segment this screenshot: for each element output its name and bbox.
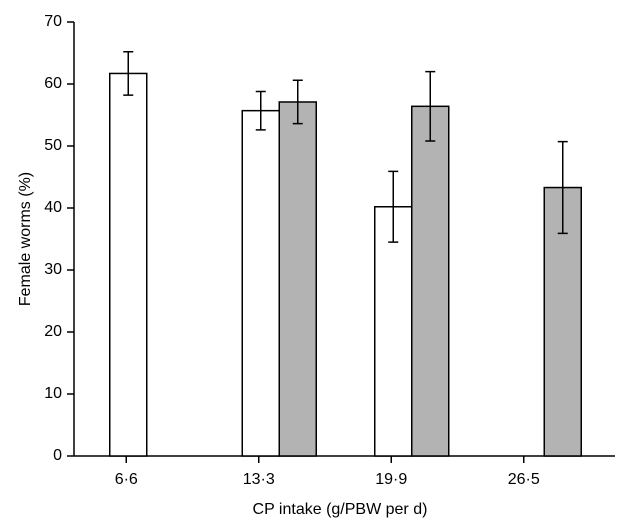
error-bar	[388, 170, 399, 243]
y-tick-label: 70	[44, 13, 62, 30]
bar	[374, 206, 413, 457]
error-bar	[292, 79, 303, 125]
y-tick-label: 40	[44, 199, 62, 216]
bar	[241, 109, 280, 457]
y-axis-label: Female worms (%)	[17, 172, 34, 306]
y-tick-label: 10	[44, 385, 62, 402]
y-tick-label: 0	[53, 447, 62, 464]
bar	[278, 101, 317, 457]
x-tick-label: 6·6	[115, 471, 138, 488]
x-tick-label: 26·5	[508, 471, 540, 488]
y-tick-label: 30	[44, 261, 62, 278]
y-tick-label: 20	[44, 323, 62, 340]
x-axis-label: CP intake (g/PBW per d)	[253, 501, 428, 518]
bar	[411, 105, 450, 457]
x-tick-label: 13·3	[243, 471, 275, 488]
error-bar	[255, 90, 266, 131]
y-tick-label: 50	[44, 137, 62, 154]
error-bar	[123, 51, 134, 96]
error-bar	[557, 140, 568, 235]
bar	[109, 72, 148, 457]
y-tick-label: 60	[44, 75, 62, 92]
error-bar	[425, 70, 436, 142]
x-tick-label: 19·9	[375, 471, 407, 488]
